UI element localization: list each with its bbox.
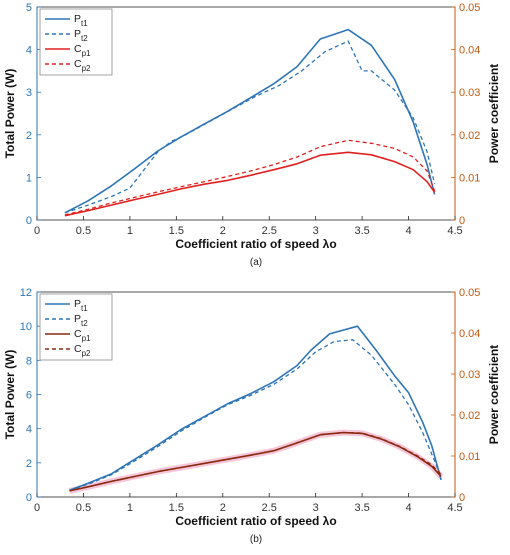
y-tick-label: 5 bbox=[26, 2, 32, 14]
y-axis-label: Total Power (W) bbox=[3, 350, 17, 440]
series-line-cp2 bbox=[69, 431, 442, 492]
series-line-pt1 bbox=[64, 28, 436, 214]
legend-entry-name: P bbox=[74, 313, 81, 325]
y-tick-label: 0 bbox=[26, 215, 32, 227]
legend-entry-sub: t1 bbox=[81, 19, 88, 28]
y-tick-label: 12 bbox=[20, 287, 32, 299]
chart-panel-b: 0 0.5 1 1.5 2 2.5 3 3.5 4 4.502468101200.010.020.… bbox=[3, 287, 501, 545]
x-tick-label: 4.5 bbox=[447, 502, 462, 514]
y-tick-label: 8 bbox=[26, 355, 32, 367]
y-axis-label: Total Power (W) bbox=[3, 69, 17, 159]
legend-entry-sub: p2 bbox=[82, 349, 91, 358]
legend-entry-name: P bbox=[74, 28, 81, 40]
series-line-pt2 bbox=[64, 40, 436, 214]
legend-entry-name: P bbox=[74, 13, 81, 25]
y2-tick-label: 0.04 bbox=[459, 45, 480, 57]
x-tick-label: 0 bbox=[34, 502, 40, 514]
y2-tick-label: 0.02 bbox=[459, 410, 480, 422]
x-tick-label: 4 bbox=[405, 502, 411, 514]
x-tick-label: 2 bbox=[220, 225, 226, 237]
chart-panel-a: 0 0.5 1 1.5 2 2.5 3 3.5 4 4.501234500.010.020.030… bbox=[3, 2, 501, 268]
y-tick-label: 10 bbox=[20, 321, 32, 333]
y2-tick-label: 0.05 bbox=[459, 287, 480, 299]
y2-tick-label: 0 bbox=[459, 492, 465, 504]
legend-entry-sub: p1 bbox=[82, 49, 91, 58]
legend-entry: Pt2 bbox=[74, 28, 88, 43]
y-tick-label: 0 bbox=[26, 492, 32, 504]
legend-entry: Pt2 bbox=[74, 313, 88, 328]
x-tick-label: 2.5 bbox=[262, 225, 277, 237]
x-tick-label: 3 bbox=[313, 225, 319, 237]
x-tick-label: 3.5 bbox=[354, 502, 369, 514]
legend-entry: Cp2 bbox=[74, 343, 91, 358]
x-tick-label: 2.5 bbox=[262, 502, 277, 514]
x-tick-label: 3 bbox=[313, 502, 319, 514]
y-tick-label: 4 bbox=[26, 45, 32, 57]
x-tick-label: 3.5 bbox=[354, 225, 369, 237]
panel-label: (b) bbox=[250, 534, 262, 545]
x-tick-label: 1 bbox=[127, 502, 133, 514]
y2-tick-label: 0.01 bbox=[459, 172, 480, 184]
legend-entry-name: C bbox=[74, 58, 82, 70]
x-axis-label: Coefficient ratio of speed λo bbox=[175, 514, 336, 528]
y2-tick-label: 0.02 bbox=[459, 130, 480, 142]
series-line-pt1 bbox=[69, 325, 442, 491]
y2-axis-label: Power coefficient bbox=[487, 345, 501, 444]
legend-entry-name: P bbox=[74, 298, 81, 310]
legend-entry-name: C bbox=[74, 343, 82, 355]
legend-entry: Cp2 bbox=[74, 58, 91, 73]
y-tick-label: 2 bbox=[26, 458, 32, 470]
x-tick-label: 2 bbox=[220, 502, 226, 514]
y2-tick-label: 0.03 bbox=[459, 87, 480, 99]
y-tick-label: 2 bbox=[26, 130, 32, 142]
y-tick-label: 1 bbox=[26, 172, 32, 184]
x-tick-label: 1.5 bbox=[169, 502, 184, 514]
x-tick-label: 4 bbox=[405, 225, 411, 237]
y2-tick-label: 0.01 bbox=[459, 451, 480, 463]
y-tick-label: 6 bbox=[26, 390, 32, 402]
x-tick-label: 0.5 bbox=[76, 225, 91, 237]
legend-entry-name: C bbox=[74, 328, 82, 340]
y-tick-label: 4 bbox=[26, 424, 32, 436]
y2-tick-label: 0 bbox=[459, 215, 465, 227]
y2-tick-label: 0.05 bbox=[459, 2, 480, 14]
x-tick-label: 0.5 bbox=[76, 502, 91, 514]
legend-entry: Cp1 bbox=[74, 328, 91, 343]
series-line-pt2 bbox=[69, 339, 442, 491]
legend-entry-sub: p1 bbox=[82, 334, 91, 343]
legend-entry: Pt1 bbox=[74, 298, 88, 313]
x-tick-label: 0 bbox=[34, 225, 40, 237]
y2-tick-label: 0.04 bbox=[459, 328, 480, 340]
legend-entry-name: C bbox=[74, 43, 82, 55]
x-tick-label: 1.5 bbox=[169, 225, 184, 237]
x-axis-label: Coefficient ratio of speed λo bbox=[175, 237, 336, 251]
legend-entry: Pt1 bbox=[74, 13, 88, 28]
legend-entry: Cp1 bbox=[74, 43, 91, 58]
y2-tick-label: 0.03 bbox=[459, 369, 480, 381]
x-tick-label: 4.5 bbox=[447, 225, 462, 237]
x-tick-label: 1 bbox=[127, 225, 133, 237]
panel-label: (a) bbox=[250, 257, 262, 268]
legend-entry-sub: t1 bbox=[81, 304, 88, 313]
legend-entry-sub: p2 bbox=[82, 64, 91, 73]
series-line-cp2 bbox=[64, 139, 436, 216]
series-line-cp1 bbox=[64, 151, 436, 217]
legend-entry-sub: t2 bbox=[81, 34, 88, 43]
y2-axis-label: Power coefficient bbox=[487, 64, 501, 163]
legend-entry-sub: t2 bbox=[81, 319, 88, 328]
y-tick-label: 3 bbox=[26, 87, 32, 99]
